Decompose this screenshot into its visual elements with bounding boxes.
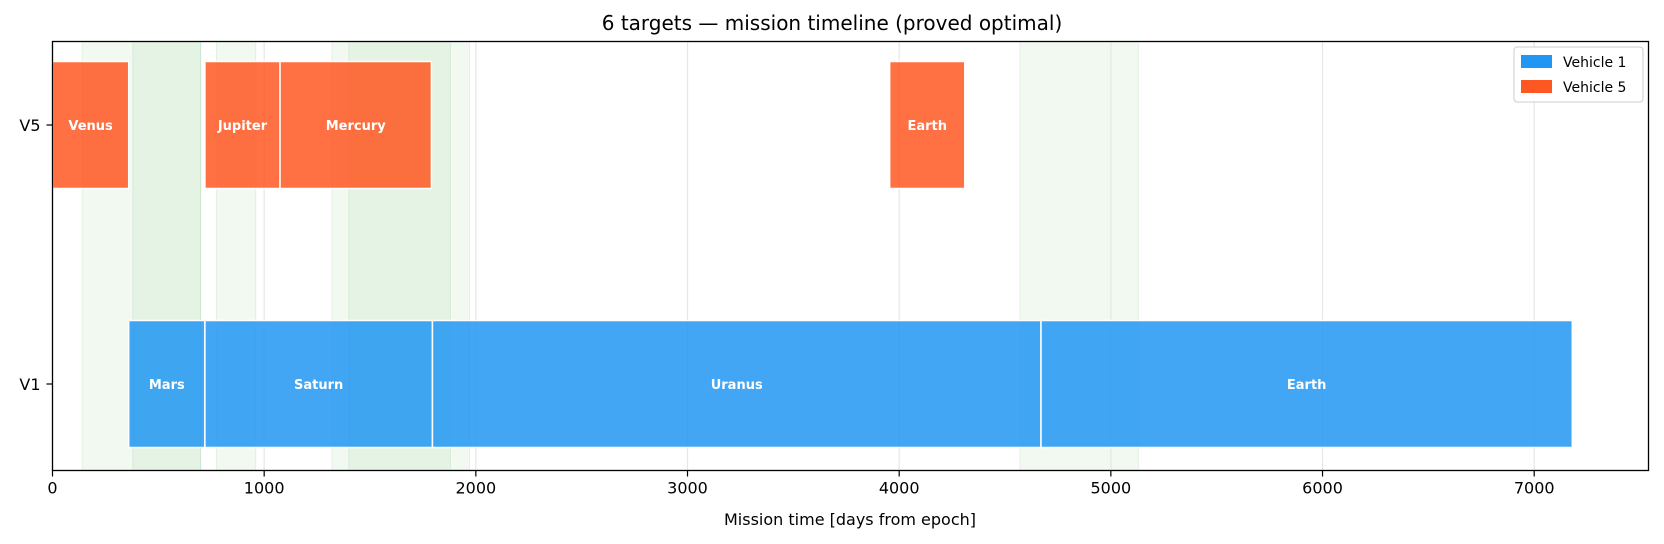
bar-label-vehicle-5-venus: Venus: [68, 119, 113, 134]
x-tick-label-4000: 4000: [879, 479, 920, 498]
x-tick-label-0: 0: [47, 479, 57, 498]
legend-label-vehicle-1: Vehicle 1: [1563, 55, 1626, 71]
x-tick-label-3000: 3000: [667, 479, 708, 498]
timeline-bars: Venus Jupiter Mercury Earth Mars Saturn Uranus…: [51, 60, 1574, 449]
x-tick-label-2000: 2000: [455, 479, 496, 498]
bar-vehicle-5-earth: [888, 60, 966, 190]
x-tick-label-5000: 5000: [1090, 479, 1131, 498]
legend-swatch-vehicle-1: [1521, 55, 1552, 68]
bar-label-vehicle-1-saturn: Saturn: [294, 378, 343, 393]
bar-vehicle-5-jupiter: [204, 60, 281, 190]
bar-vehicle-1-earth: [1040, 319, 1574, 449]
y-tick-label-v1: V1: [19, 375, 40, 394]
bar-label-vehicle-5-jupiter: Jupiter: [217, 119, 268, 134]
bar-label-vehicle-1-mars: Mars: [149, 378, 185, 393]
bar-vehicle-1-mars: [127, 319, 206, 449]
x-axis-label: Mission time [days from epoch]: [724, 510, 976, 529]
bar-vehicle-5-mercury: [279, 60, 433, 190]
x-tick-label-6000: 6000: [1302, 479, 1343, 498]
bar-vehicle-5-venus: [51, 60, 130, 190]
legend-swatch-vehicle-5: [1521, 80, 1552, 93]
bar-label-vehicle-5-mercury: Mercury: [326, 119, 387, 134]
x-axis-ticks: 0 1000 2000 3000 4000 5000 6000 7000: [47, 470, 1555, 498]
bar-label-vehicle-1-earth: Earth: [1287, 378, 1327, 393]
plot-frame: [51, 40, 1650, 472]
x-tick-label-7000: 7000: [1514, 479, 1555, 498]
legend-label-vehicle-5: Vehicle 5: [1563, 80, 1626, 96]
y-axis-ticks: V5 V1: [19, 116, 53, 394]
chart-title: 6 targets — mission timeline (proved opt…: [602, 11, 1063, 35]
bar-vehicle-1-saturn: [204, 319, 434, 449]
x-tick-label-1000: 1000: [244, 479, 285, 498]
bar-vehicle-1-uranus: [431, 319, 1042, 449]
y-tick-label-v5: V5: [19, 116, 40, 135]
bar-label-vehicle-5-earth: Earth: [907, 119, 947, 134]
bar-label-vehicle-1-uranus: Uranus: [711, 378, 763, 393]
legend: Vehicle 1 Vehicle 5: [1513, 46, 1644, 103]
